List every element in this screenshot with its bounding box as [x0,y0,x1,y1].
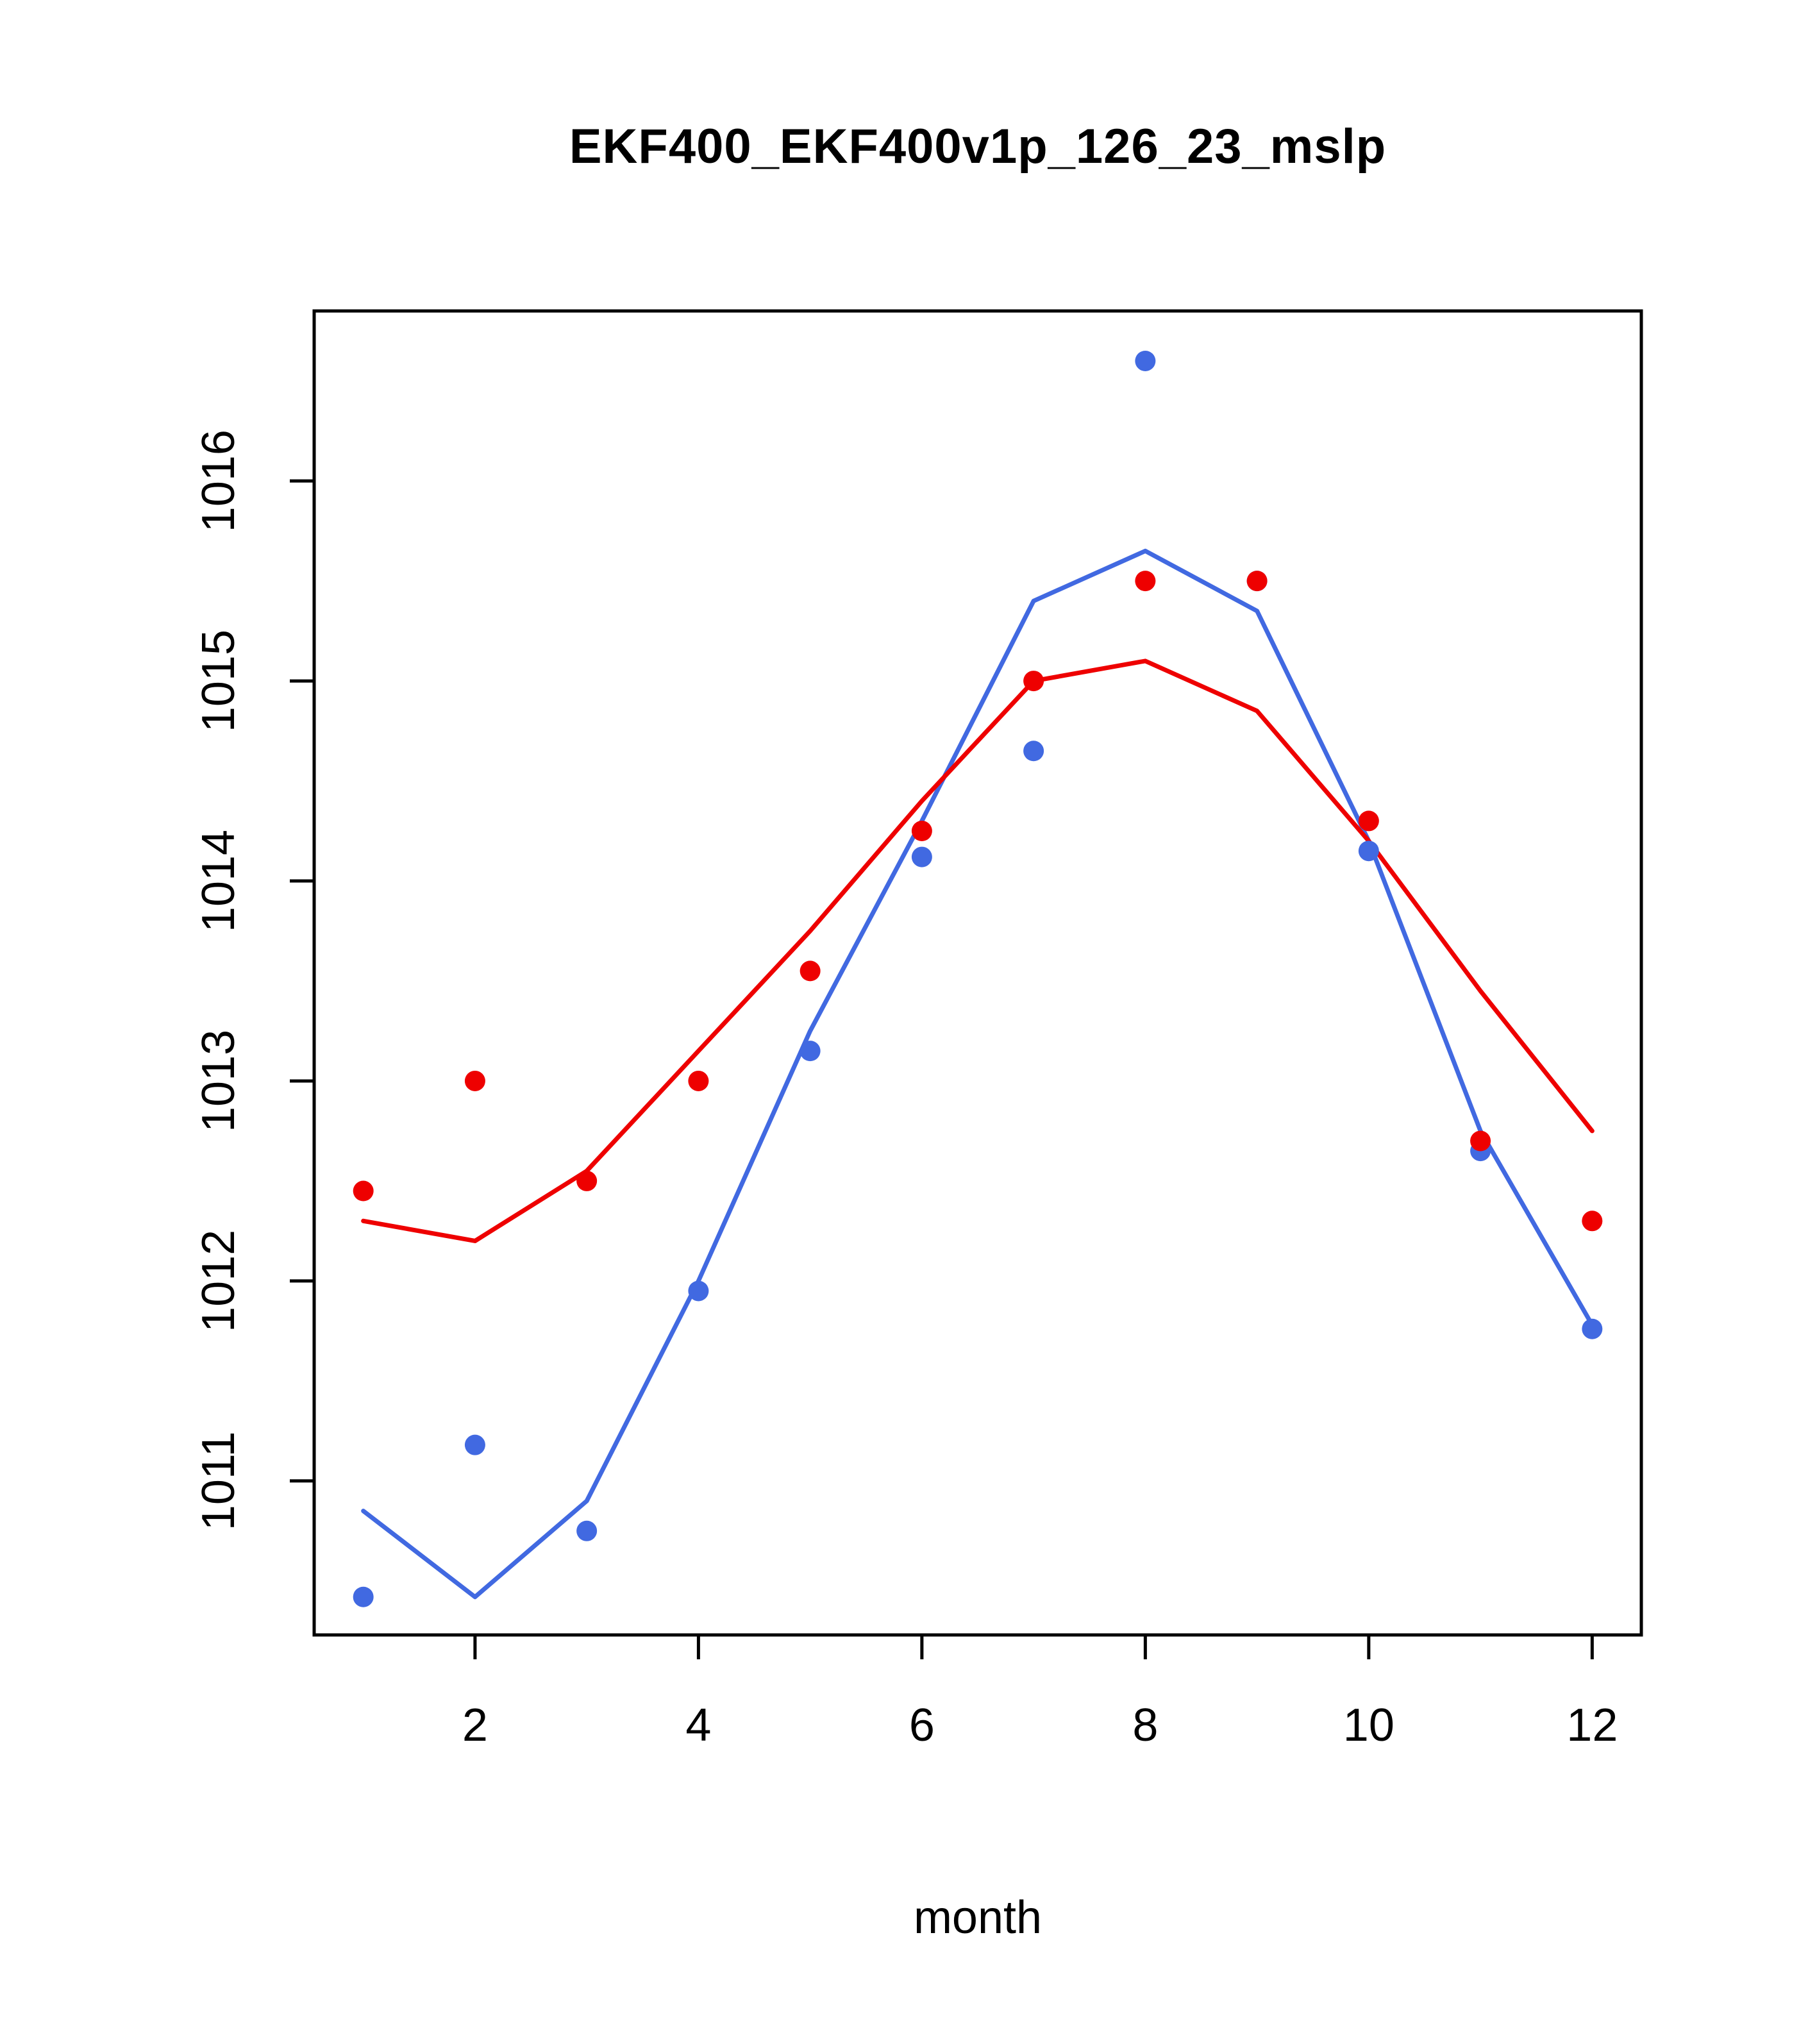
red-point [1023,671,1044,692]
red-point [1246,571,1268,592]
blue-point [911,846,932,867]
blue-point [1023,741,1044,762]
y-tick-label: 1011 [193,1431,244,1530]
x-tick-label: 4 [685,1700,711,1751]
y-tick-label: 1015 [193,630,244,732]
red-point [1358,810,1379,832]
plot-box [312,309,1643,1637]
blue-point [1135,350,1156,371]
red-point [353,1180,374,1202]
x-tick-label: 2 [462,1700,488,1751]
red-point [464,1070,485,1091]
red-line [361,658,1595,1243]
red-point [576,1170,598,1191]
blue-point [688,1280,709,1302]
red-point [688,1070,709,1091]
blue-point [353,1586,374,1607]
blue-point [1582,1318,1603,1339]
y-tick-label: 1016 [193,430,244,532]
blue-point [800,1041,821,1062]
x-tick-label: 12 [1566,1700,1618,1751]
blue-point [464,1434,485,1455]
blue-line [361,548,1595,1600]
chart-title: EKF400_EKF400v1p_126_23_mslp [569,119,1387,174]
y-tick-label: 1014 [193,830,244,932]
blue-point [576,1520,598,1541]
red-point [800,960,821,982]
x-tick-label: 8 [1132,1700,1158,1751]
blue-point [1358,841,1379,862]
red-point [1582,1210,1603,1232]
red-point [911,821,932,842]
red-point [1470,1130,1491,1152]
x-axis-label: month [913,1892,1042,1943]
x-tick-label: 6 [909,1700,935,1751]
y-tick-label: 1013 [193,1030,244,1132]
red-point [1135,571,1156,592]
y-tick-label: 1012 [193,1230,244,1332]
x-tick-label: 10 [1343,1700,1394,1751]
